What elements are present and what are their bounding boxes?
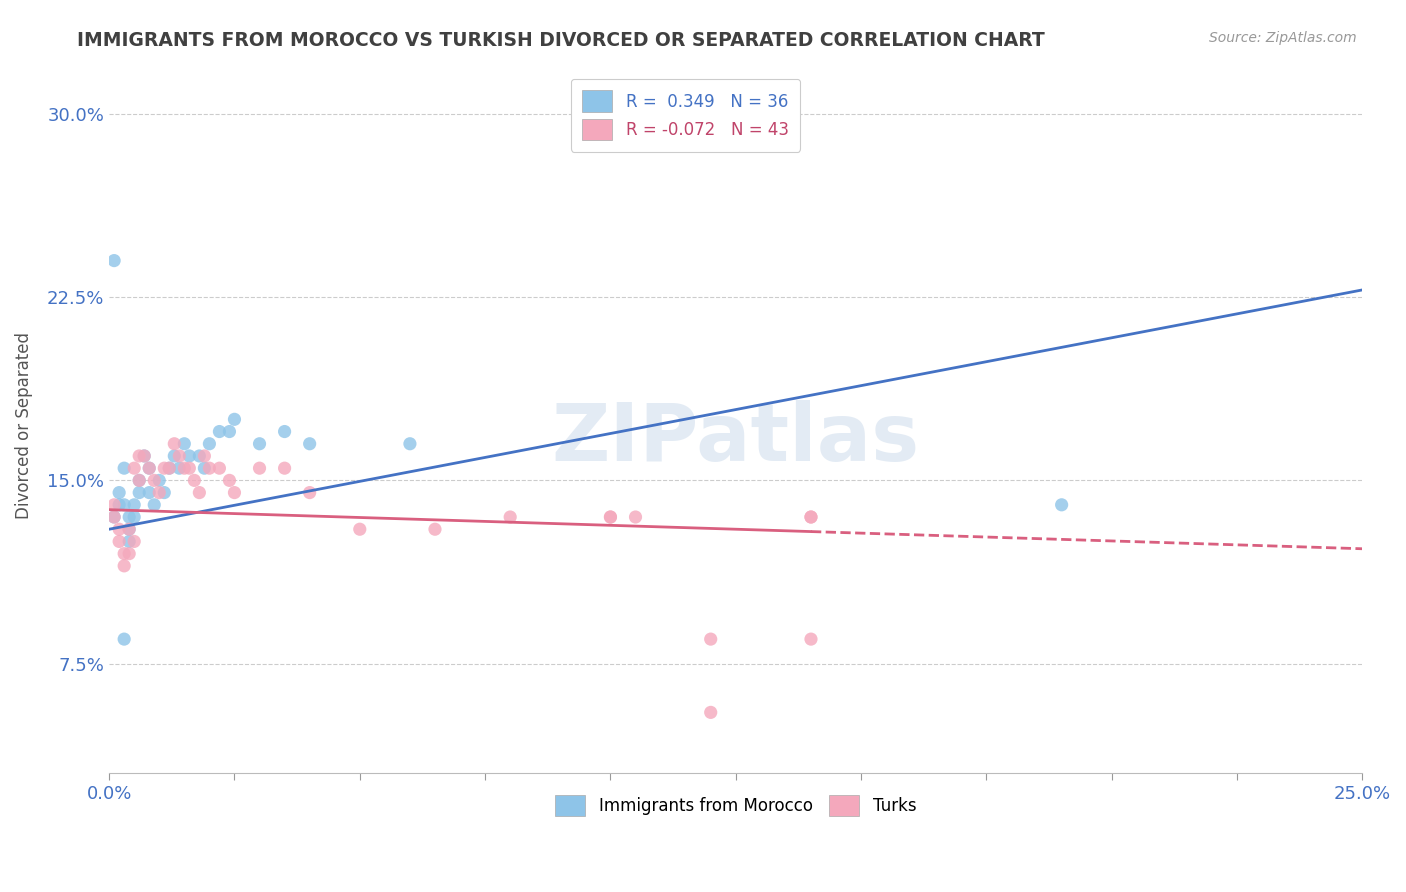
Point: [188, 449, 211, 463]
Point: [624, 510, 647, 524]
Text: IMMIGRANTS FROM MOROCCO VS TURKISH DIVORCED OR SEPARATED CORRELATION CHART: IMMIGRANTS FROM MOROCCO VS TURKISH DIVOR…: [77, 31, 1045, 50]
Point: [699, 632, 721, 646]
Point: [218, 474, 240, 488]
Point: [169, 461, 191, 475]
Point: [179, 449, 201, 463]
Point: [143, 474, 166, 488]
Point: [103, 510, 125, 524]
Point: [112, 547, 135, 561]
Y-axis label: Divorced or Separated: Divorced or Separated: [15, 332, 32, 519]
Point: [122, 461, 145, 475]
Point: [193, 461, 215, 475]
Point: [118, 510, 141, 524]
Point: [103, 510, 125, 524]
Point: [112, 632, 135, 646]
Point: [198, 461, 221, 475]
Point: [218, 425, 240, 439]
Point: [138, 485, 160, 500]
Point: [134, 449, 156, 463]
Point: [800, 510, 823, 524]
Point: [163, 449, 186, 463]
Point: [198, 436, 221, 450]
Point: [112, 461, 135, 475]
Point: [163, 436, 186, 450]
Legend: Immigrants from Morocco, Turks: Immigrants from Morocco, Turks: [547, 786, 925, 824]
Point: [1050, 498, 1073, 512]
Point: [108, 534, 131, 549]
Point: [153, 461, 176, 475]
Point: [148, 485, 170, 500]
Text: Source: ZipAtlas.com: Source: ZipAtlas.com: [1209, 31, 1357, 45]
Point: [118, 522, 141, 536]
Point: [128, 474, 150, 488]
Point: [122, 510, 145, 524]
Point: [118, 547, 141, 561]
Point: [349, 522, 371, 536]
Point: [108, 485, 131, 500]
Point: [208, 461, 231, 475]
Point: [193, 449, 215, 463]
Point: [499, 510, 522, 524]
Point: [112, 498, 135, 512]
Point: [103, 253, 125, 268]
Point: [118, 534, 141, 549]
Point: [224, 485, 246, 500]
Point: [188, 485, 211, 500]
Point: [148, 474, 170, 488]
Point: [108, 522, 131, 536]
Point: [423, 522, 446, 536]
Point: [157, 461, 180, 475]
Point: [224, 412, 246, 426]
Point: [118, 522, 141, 536]
Point: [173, 461, 195, 475]
Point: [128, 449, 150, 463]
Point: [153, 485, 176, 500]
Point: [249, 461, 271, 475]
Point: [298, 485, 321, 500]
Point: [800, 632, 823, 646]
Point: [208, 425, 231, 439]
Point: [128, 474, 150, 488]
Point: [122, 498, 145, 512]
Point: [138, 461, 160, 475]
Point: [249, 436, 271, 450]
Point: [143, 498, 166, 512]
Point: [298, 436, 321, 450]
Point: [128, 485, 150, 500]
Point: [173, 436, 195, 450]
Point: [800, 510, 823, 524]
Point: [134, 449, 156, 463]
Point: [599, 510, 621, 524]
Point: [157, 461, 180, 475]
Point: [122, 534, 145, 549]
Point: [273, 461, 295, 475]
Point: [599, 510, 621, 524]
Point: [169, 449, 191, 463]
Point: [103, 498, 125, 512]
Point: [399, 436, 422, 450]
Point: [183, 474, 205, 488]
Text: ZIPatlas: ZIPatlas: [551, 401, 920, 478]
Point: [179, 461, 201, 475]
Point: [112, 558, 135, 573]
Point: [699, 706, 721, 720]
Point: [108, 498, 131, 512]
Point: [273, 425, 295, 439]
Point: [138, 461, 160, 475]
